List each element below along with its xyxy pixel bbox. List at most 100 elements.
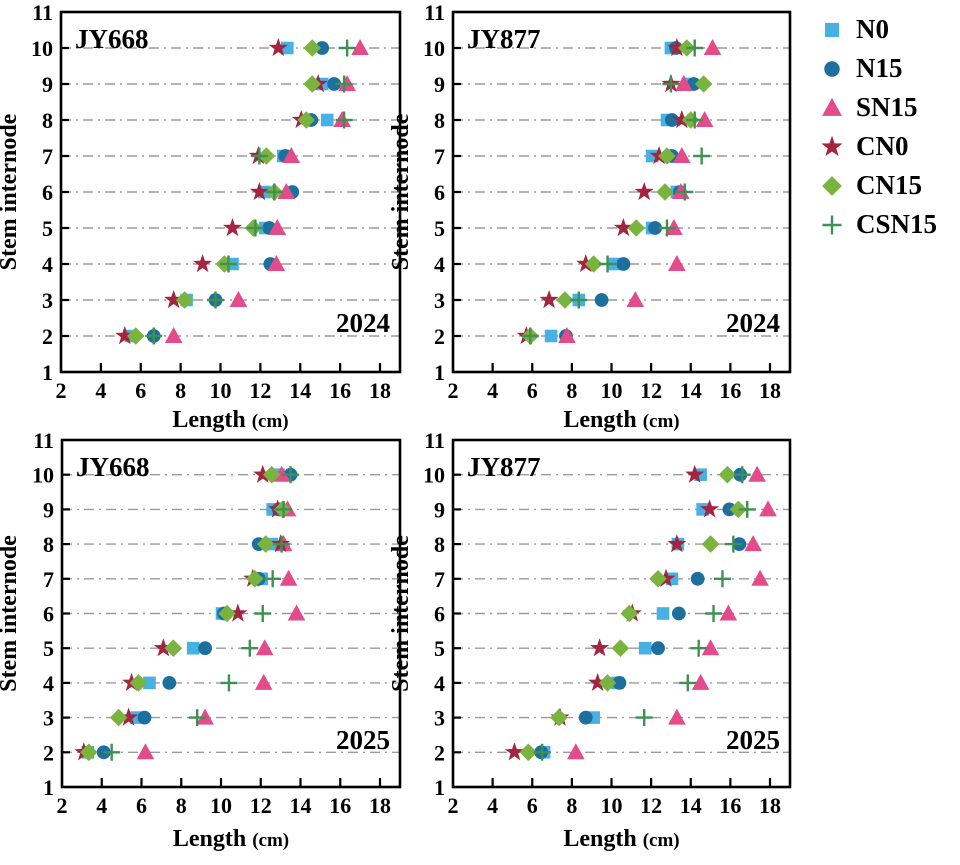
svg-text:12: 12 <box>250 793 272 818</box>
marker-cn15 <box>519 743 538 762</box>
marker-n15 <box>198 641 213 656</box>
marker-csn15 <box>220 674 238 692</box>
marker-sn15 <box>164 327 183 343</box>
marker-cn0 <box>249 182 269 201</box>
x-axis-label: Length (cm) <box>172 407 288 433</box>
marker-cn0 <box>667 534 687 553</box>
marker-cn0 <box>588 672 608 691</box>
marker-n15 <box>665 113 679 127</box>
marker-csn15 <box>338 39 356 57</box>
axis-ticks <box>62 473 382 787</box>
marker-cn15 <box>598 674 617 692</box>
marker-sn15 <box>668 255 686 271</box>
marker-sn15 <box>254 673 273 690</box>
marker-sn15 <box>279 569 298 586</box>
marker-sn15 <box>673 147 691 163</box>
svg-text:2: 2 <box>434 740 445 765</box>
marker-sn15 <box>675 75 693 91</box>
svg-text:14: 14 <box>289 378 311 403</box>
marker-csn15 <box>724 535 742 553</box>
marker-n15 <box>690 571 705 586</box>
marker-sn15 <box>277 183 296 199</box>
marker-cn0 <box>649 146 669 165</box>
marker-cn15 <box>303 75 322 93</box>
marker-cn0 <box>613 218 633 237</box>
triangle-glyph <box>822 97 842 116</box>
svg-text:5: 5 <box>434 216 445 241</box>
marker-csn15 <box>335 111 353 129</box>
svg-text:4: 4 <box>43 671 54 696</box>
svg-text:18: 18 <box>759 793 781 818</box>
marker-sn15 <box>748 465 766 482</box>
marker-csn15 <box>635 709 653 727</box>
svg-text:6: 6 <box>527 378 538 403</box>
marker-cn15 <box>584 255 603 273</box>
plus-marker-icon <box>818 212 846 238</box>
marker-sn15 <box>626 291 645 307</box>
x-tick-labels: 2 4 6 8 10 12 14 16 18 <box>56 378 392 403</box>
svg-text:8: 8 <box>566 378 577 403</box>
axis-ticks <box>61 46 382 372</box>
marker-csn15 <box>207 291 225 309</box>
svg-text:7: 7 <box>434 567 445 592</box>
marker-n15 <box>162 676 177 690</box>
y-axis-label: Stem internode <box>0 535 22 692</box>
marker-n15 <box>651 641 665 656</box>
marker-sn15 <box>136 743 155 760</box>
svg-text:8: 8 <box>566 793 577 818</box>
marker-cn15 <box>164 639 183 657</box>
marker-cn0 <box>193 254 213 273</box>
marker-cn15 <box>256 535 275 553</box>
marker-cn15 <box>701 535 720 553</box>
y-tick-labels: 1 2 3 4 5 6 7 8 9 10 11 <box>423 0 445 385</box>
marker-sn15 <box>701 639 720 656</box>
marker-cn0 <box>268 38 288 57</box>
marker-cn15 <box>649 570 667 588</box>
marker-cn0 <box>634 182 654 201</box>
marker-cn15 <box>550 708 568 727</box>
marker-cn0 <box>253 464 273 483</box>
legend: N0 N15 SN15 CN0 CN15 CSN15 <box>818 10 960 244</box>
svg-text:10: 10 <box>210 378 232 403</box>
year-label: 2025 <box>336 725 390 755</box>
svg-text:7: 7 <box>434 144 445 169</box>
legend-item-n0: N0 <box>818 10 960 49</box>
diamond-marker-icon <box>818 173 846 199</box>
marker-cn0 <box>222 218 242 237</box>
marker-csn15 <box>219 255 237 273</box>
svg-text:16: 16 <box>719 793 741 818</box>
marker-csn15 <box>686 111 704 129</box>
y-tick-labels: 1 2 3 4 5 6 7 8 9 10 11 <box>31 0 53 385</box>
marker-cn0 <box>685 464 705 483</box>
legend-label: N15 <box>856 53 903 83</box>
svg-text:8: 8 <box>176 793 187 818</box>
marker-cn15 <box>80 743 98 762</box>
marker-csn15 <box>188 709 206 727</box>
svg-text:6: 6 <box>136 793 147 818</box>
y-tick-labels: 1 2 3 4 5 6 7 8 9 10 11 <box>423 428 445 800</box>
panel-title: JY668 <box>76 452 150 482</box>
marker-cn0 <box>115 326 135 345</box>
svg-text:3: 3 <box>42 288 53 313</box>
svg-text:1: 1 <box>434 360 445 385</box>
circle-glyph <box>824 60 840 77</box>
marker-cn15 <box>658 147 676 165</box>
marker-sn15 <box>703 39 722 55</box>
svg-text:6: 6 <box>43 602 54 627</box>
marker-cn0 <box>119 707 139 726</box>
svg-text:9: 9 <box>434 72 445 97</box>
marker-csn15 <box>282 466 300 484</box>
legend-item-csn15: CSN15 <box>818 205 960 244</box>
svg-text:4: 4 <box>487 793 498 818</box>
marker-csn15 <box>254 605 272 622</box>
legend-item-cn15: CN15 <box>818 166 960 205</box>
svg-text:3: 3 <box>434 706 445 731</box>
marker-n15 <box>648 221 662 235</box>
x-tick-labels: 2 4 6 8 10 12 14 16 18 <box>448 378 782 403</box>
svg-text:18: 18 <box>759 378 781 403</box>
marker-cn0 <box>576 254 596 273</box>
svg-text:2: 2 <box>43 740 54 765</box>
marker-csn15 <box>676 183 694 201</box>
svg-text:10: 10 <box>423 36 445 61</box>
svg-text:4: 4 <box>95 378 106 403</box>
